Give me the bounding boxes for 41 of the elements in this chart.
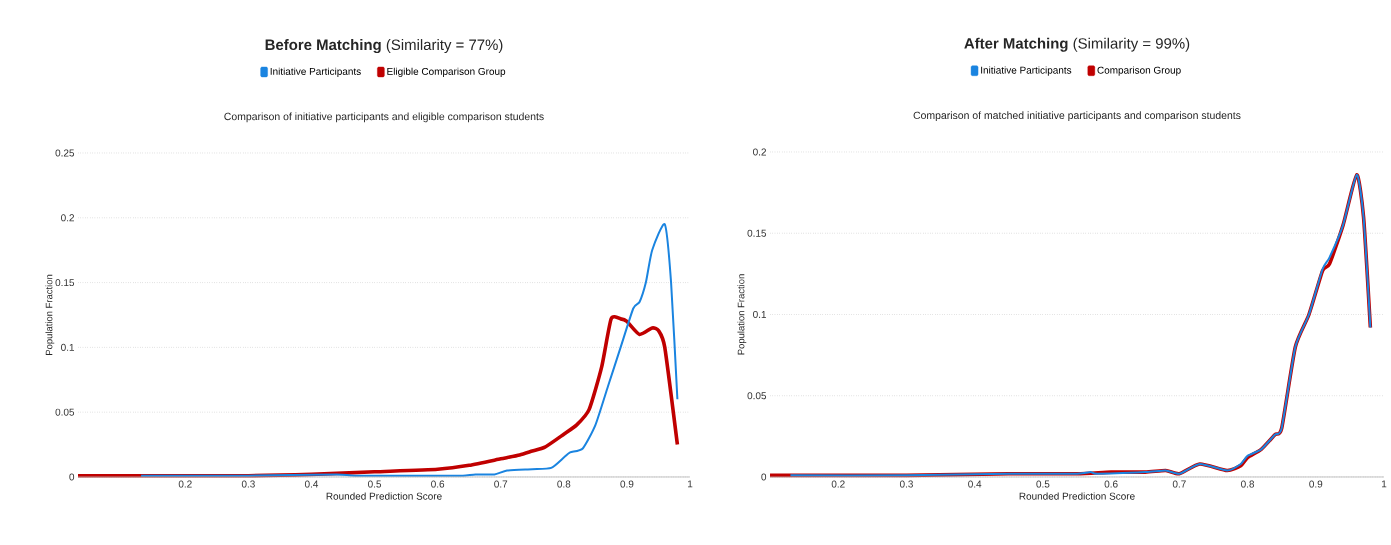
x-tick-label: 0.7 xyxy=(1172,480,1186,488)
x-tick-label: 0.9 xyxy=(620,480,634,488)
y-tick-label: 0.15 xyxy=(55,279,75,287)
x-tick-label: 0.3 xyxy=(899,480,913,488)
y-tick-label: 0.15 xyxy=(747,229,767,237)
chart-subtitle: Comparison of matched initiative participants and comparison students xyxy=(913,111,1241,122)
x-tick-label: 0.8 xyxy=(1241,480,1255,488)
x-tick-label: 0.7 xyxy=(494,480,508,488)
x-axis-title: Rounded Prediction Score xyxy=(326,492,442,500)
legend-label: Comparison Group xyxy=(1097,66,1181,76)
y-tick-label: 0.1 xyxy=(753,310,767,319)
y-tick-label: 0.05 xyxy=(747,392,767,400)
x-axis-title: Rounded Prediction Score xyxy=(1019,492,1135,500)
y-tick-label: 0.25 xyxy=(55,149,75,157)
x-tick-label: 0.2 xyxy=(831,480,845,488)
x-tick-label: 0.5 xyxy=(368,480,382,488)
y-tick-label: 0.05 xyxy=(55,408,75,416)
chart-title: Before Matching (Similarity = 77%) xyxy=(265,39,503,54)
x-tick-label: 0.9 xyxy=(1309,480,1323,488)
y-axis-title: Population Fraction xyxy=(737,274,747,355)
chart-subtitle: Comparison of initiative participants and eligible comparison students xyxy=(224,112,544,123)
y-tick-label: 0.2 xyxy=(753,148,767,156)
x-tick-label: 0.6 xyxy=(1104,480,1118,488)
x-tick-label: 0.2 xyxy=(178,480,192,488)
y-tick-label: 0 xyxy=(761,473,767,481)
legend-label: Initiative Participants xyxy=(981,66,1072,76)
y-tick-label: 0.2 xyxy=(61,214,74,222)
x-tick-label: 0.6 xyxy=(431,480,445,488)
y-tick-label: 0 xyxy=(69,473,75,481)
x-tick-label: 0.4 xyxy=(968,480,982,488)
x-tick-label: 1 xyxy=(688,480,693,488)
legend-label: Initiative Participants xyxy=(270,67,361,77)
x-tick-label: 0.8 xyxy=(557,480,571,488)
x-tick-label: 0.5 xyxy=(1036,480,1050,488)
x-tick-label: 0.4 xyxy=(304,480,319,488)
y-tick-label: 0.1 xyxy=(61,343,75,351)
legend-label: Eligible Comparison Group xyxy=(387,67,506,77)
x-tick-label: 1 xyxy=(1382,480,1387,488)
y-axis-title: Population Fraction xyxy=(45,274,55,355)
chart-title: After Matching (Similarity = 99%) xyxy=(964,37,1190,52)
x-tick-label: 0.3 xyxy=(241,480,255,488)
